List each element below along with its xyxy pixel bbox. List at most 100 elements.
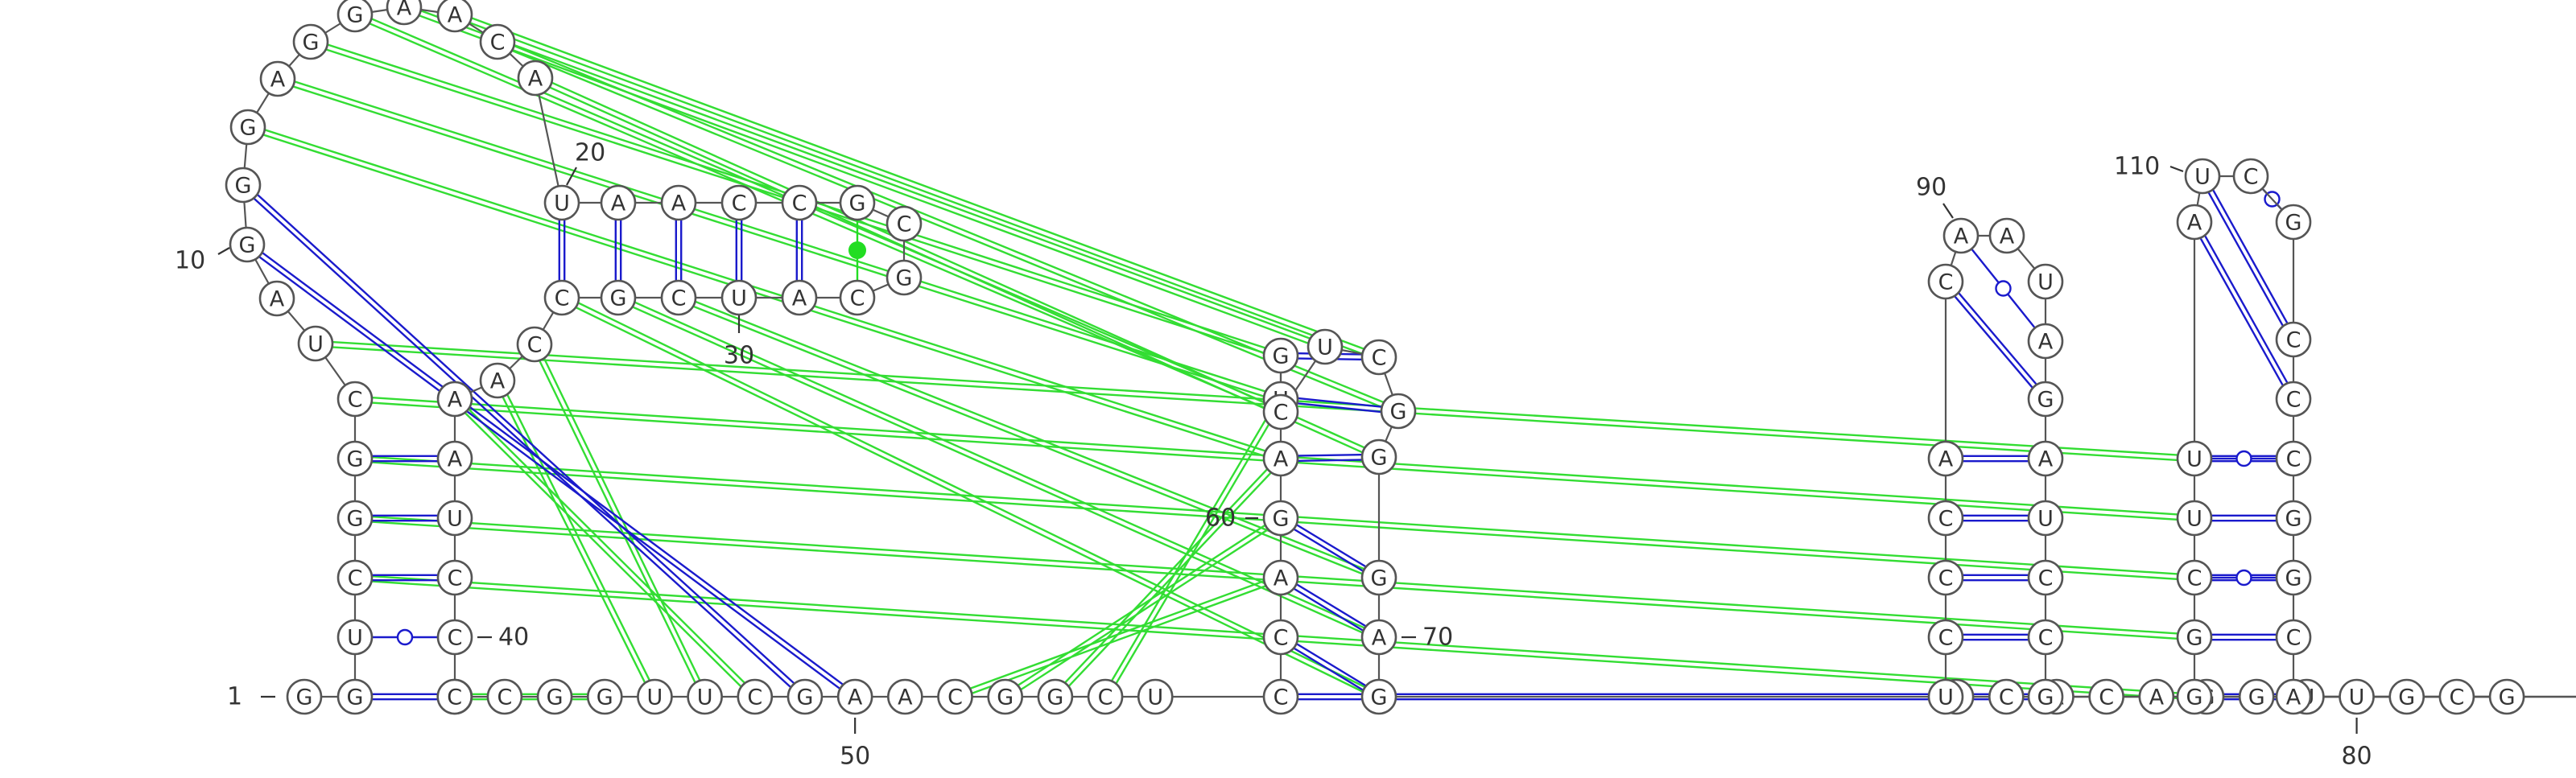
nucleotide-letter: C — [1274, 401, 1289, 426]
nucleotide-67: G — [1380, 393, 1417, 430]
number-label-text: 30 — [724, 342, 754, 370]
nucleotide-circle — [336, 559, 374, 596]
nucleotide-circle — [836, 678, 873, 715]
number-tick — [1942, 203, 1954, 219]
nucleotide-letter: G — [2499, 685, 2516, 710]
nucleotide-letter: C — [2286, 388, 2301, 413]
wobble-marker — [2235, 569, 2252, 587]
nucleotide-letter: G — [547, 685, 564, 710]
nucleotide-circle — [2275, 204, 2312, 241]
nucleotide-22: A — [660, 184, 697, 221]
nucleotide-circle — [436, 440, 473, 477]
nucleotide-13: A — [259, 60, 296, 97]
nucleotide-letter: C — [1999, 685, 2014, 710]
nucleotide-letter: G — [1046, 685, 1063, 710]
nucleotide-letter: A — [2149, 685, 2165, 710]
nucleotide-letter: U — [2349, 685, 2365, 710]
number-label-30: 30 — [724, 315, 754, 370]
tertiary-interaction-line — [1052, 455, 1284, 700]
nucleotide-109: A — [2176, 204, 2213, 241]
nucleotide-circle — [297, 325, 334, 362]
nucleotide-circle — [781, 279, 818, 316]
nucleotide-80: U — [2339, 678, 2375, 715]
nucleotide-circle — [1262, 500, 1299, 537]
nucleotide-circle — [336, 0, 374, 33]
nucleotide-letter: G — [2037, 685, 2054, 710]
nucleotide-48: C — [737, 678, 774, 715]
nucleotide-letter: C — [747, 685, 762, 710]
nucleotide-letter: G — [610, 286, 627, 311]
nucleotide-circle — [292, 23, 329, 60]
nucleotide-circle — [286, 678, 323, 715]
nucleotide-8: U — [297, 325, 334, 362]
nucleotide-circle — [336, 678, 374, 715]
nucleotide-letter: A — [1274, 447, 1289, 472]
tertiary-interaction-line — [496, 38, 1400, 415]
nucleotide-12: G — [229, 109, 266, 146]
nucleotide-circle — [2232, 158, 2269, 195]
nucleotide-circle — [229, 109, 266, 146]
nucleotide-11: G — [225, 167, 262, 204]
nucleotide-letter: U — [2194, 165, 2211, 190]
nucleotide-circle — [479, 23, 516, 60]
tertiary-interaction-line — [353, 10, 1282, 416]
nucleotide-66: C — [1360, 339, 1397, 376]
nucleotide-letter: C — [497, 685, 512, 710]
nucleotide-64: C — [1262, 393, 1299, 430]
nucleotide-69: G — [1360, 559, 1397, 596]
nucleotide-letter: A — [1372, 626, 1387, 651]
nucleotide-86: C — [1927, 559, 1964, 596]
nucleotide-circle — [2438, 678, 2475, 715]
nucleotide-circle — [1927, 678, 1964, 715]
nucleotide-letter: G — [1371, 566, 1388, 591]
nucleotide-letter: U — [1938, 685, 1954, 710]
nucleotide-53: G — [987, 678, 1023, 715]
nucleotide-letter: G — [1390, 400, 1407, 425]
nucleotide-14: G — [292, 23, 329, 60]
nucleotide-33: C — [543, 279, 580, 316]
nucleotide-93: A — [2027, 323, 2064, 360]
nucleotide-circle — [2275, 619, 2312, 656]
nucleotide-118: C — [2275, 619, 2312, 656]
nucleotide-21: A — [600, 184, 637, 221]
nucleotide-83: G — [2488, 678, 2525, 715]
nucleotide-circle — [2027, 440, 2064, 477]
nucleotide-letter: G — [1273, 344, 1290, 369]
nucleotide-circle — [517, 60, 554, 97]
number-label-layer: 1102030405060708090100110120122 — [175, 139, 2372, 771]
nucleotide-112: G — [2275, 204, 2312, 241]
nucleotide-letter: G — [2248, 685, 2265, 710]
nucleotide-letter: C — [792, 191, 807, 216]
tertiary-interaction-line — [617, 294, 1381, 641]
nucleotide-circle — [1360, 438, 1397, 475]
nucleotide-34: C — [516, 326, 553, 363]
nucleotide-31: C — [660, 279, 697, 316]
nucleotide-letter: U — [1317, 335, 1333, 360]
nucleotide-27: G — [886, 259, 923, 296]
nucleotide-113: C — [2275, 321, 2312, 358]
number-label-60: 60 — [1205, 504, 1258, 533]
nucleotide-letter: G — [597, 685, 613, 710]
nucleotide-29: A — [781, 279, 818, 316]
nucleotide-letter: C — [2286, 328, 2301, 353]
nucleotide-letter: G — [239, 233, 256, 258]
nucleotide-119: A — [2275, 678, 2312, 715]
nucleotide-letter: C — [671, 286, 687, 311]
nucleotide-38: U — [436, 500, 473, 537]
nucleotide-circle — [543, 184, 580, 221]
nucleotide-letter: A — [397, 0, 412, 21]
nucleotide-105: G — [2176, 619, 2213, 656]
nucleotide-4: C — [336, 559, 374, 596]
nucleotide-circle — [336, 500, 374, 537]
nucleotide-circle — [386, 0, 423, 26]
nucleotide-circle — [259, 60, 296, 97]
nucleotide-37: A — [436, 440, 473, 477]
number-tick — [217, 247, 230, 255]
nucleotide-letter: U — [697, 685, 713, 710]
nucleotide-letter: G — [1273, 507, 1290, 532]
nucleotide-letter: A — [611, 191, 626, 216]
number-label-90: 90 — [1916, 174, 1954, 219]
nucleotide-letter: A — [2038, 447, 2054, 472]
nucleotide-letter: G — [2037, 388, 2054, 413]
nucleotide-letter: C — [2099, 685, 2114, 710]
